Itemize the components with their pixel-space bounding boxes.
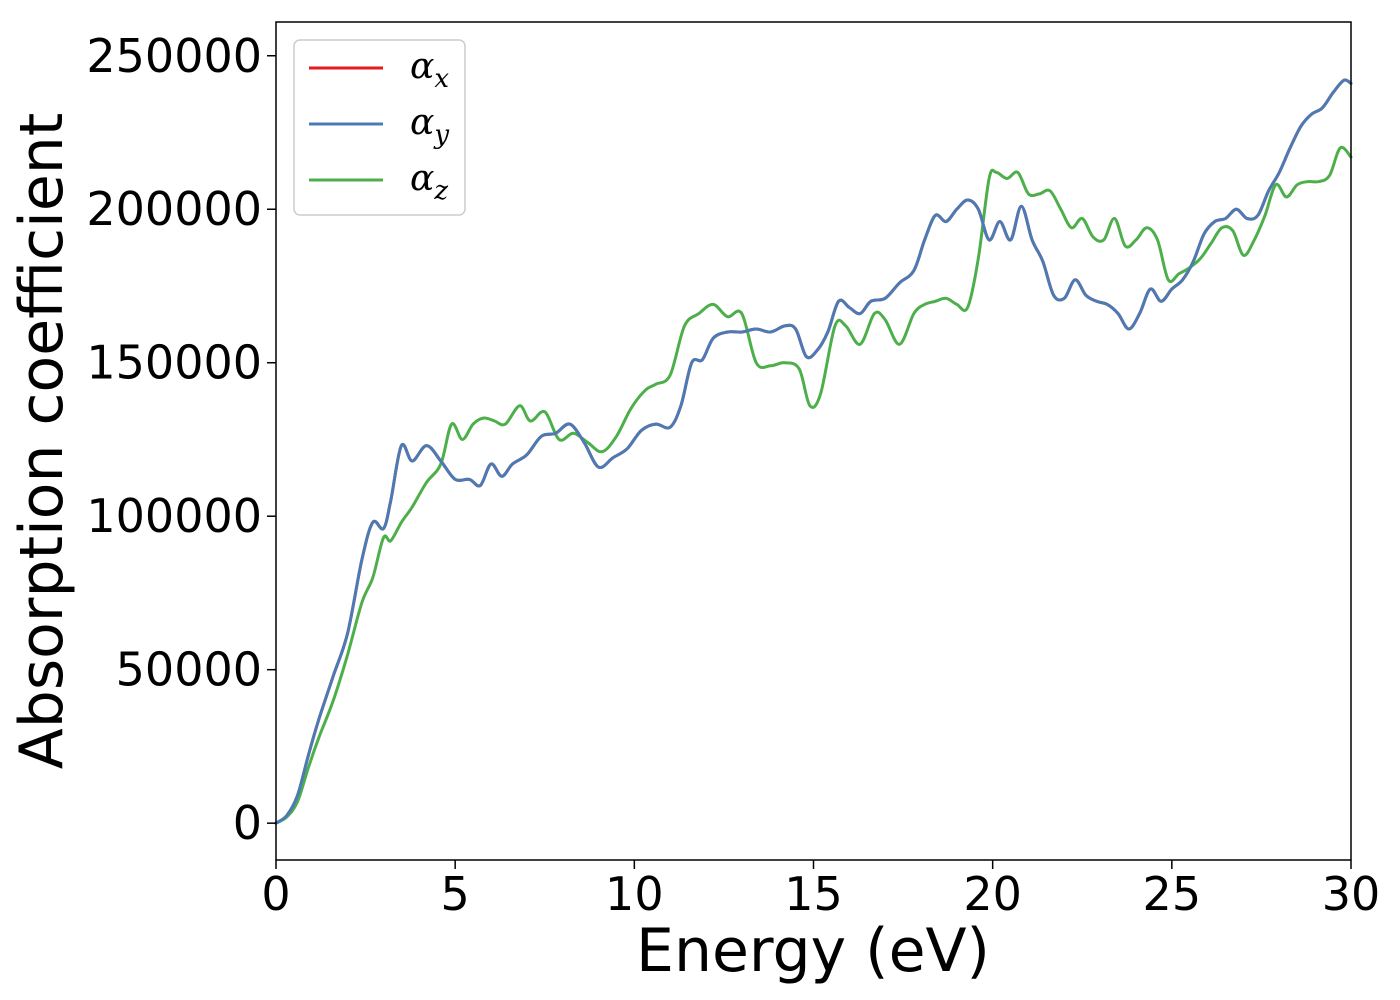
- y-tick-label: 200000: [86, 182, 262, 236]
- x-tick-label: 5: [441, 867, 470, 921]
- legend: αx αy αz: [293, 39, 466, 216]
- y-tick-label: 250000: [86, 29, 262, 83]
- x-tick-label: 15: [784, 867, 843, 921]
- y-axis-label: Absorption coefficient: [7, 113, 77, 770]
- y-tick-label: 100000: [86, 489, 262, 543]
- x-tick-label: 30: [1322, 867, 1381, 921]
- legend-label-y: αy: [410, 102, 449, 150]
- tick-layer: 0 5 10 15 20 25 30 0 50000 100000 150000 200000 2500…: [86, 29, 1380, 921]
- legend-frame: [293, 39, 466, 216]
- legend-label-x: αx: [410, 46, 449, 94]
- x-tick-label: 25: [1143, 867, 1202, 921]
- x-axis-label: Energy (eV): [636, 916, 990, 986]
- x-tick-label: 20: [963, 867, 1022, 921]
- series-layer: [274, 78, 1353, 825]
- x-tick-label: 10: [605, 867, 664, 921]
- y-tick-label: 50000: [116, 643, 262, 697]
- x-tick-label: 0: [261, 867, 290, 921]
- y-tick-label: 0: [233, 796, 262, 850]
- series-line-y: [274, 78, 1353, 825]
- y-tick-label: 150000: [86, 336, 262, 390]
- legend-label-z: αz: [410, 158, 448, 206]
